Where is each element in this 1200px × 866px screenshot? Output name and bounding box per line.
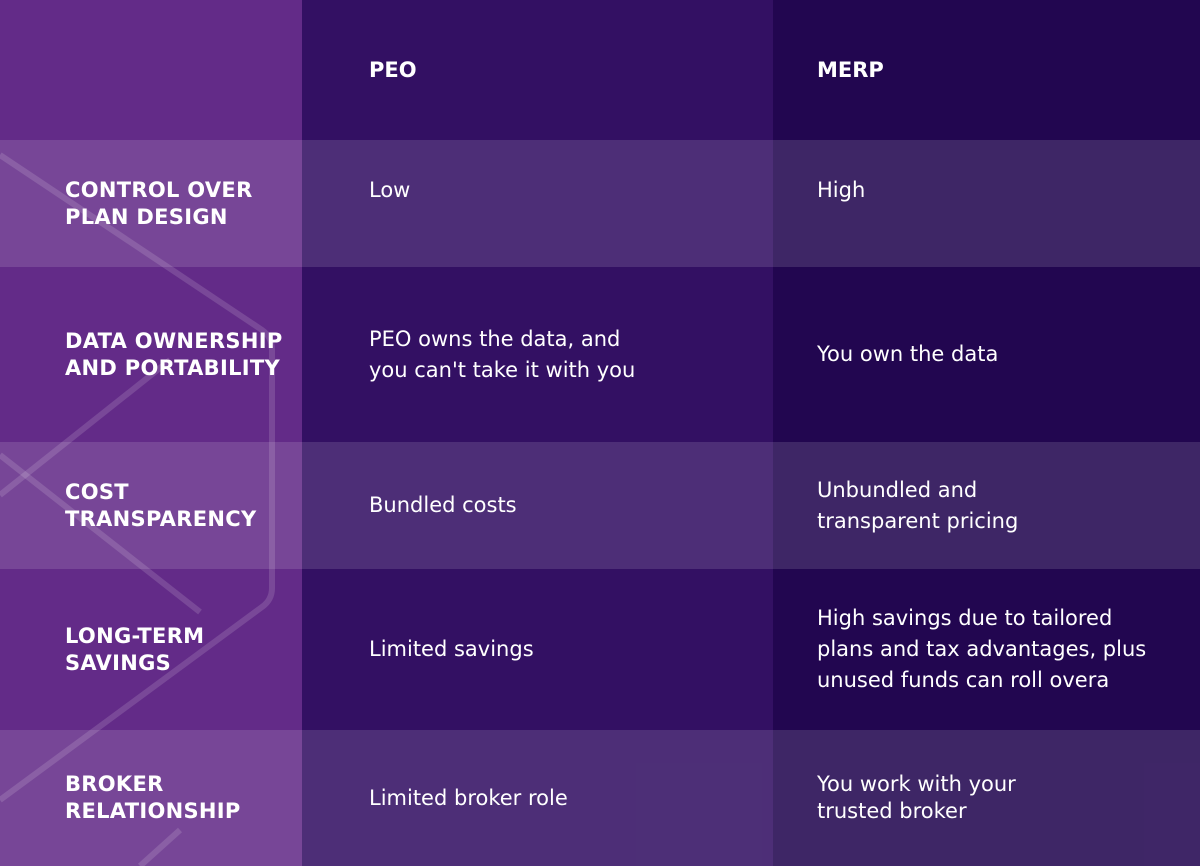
decorative-lines-icon	[0, 152, 275, 866]
table-row: COST TRANSPARENCY Bundled costs Unbundled…	[0, 442, 1200, 569]
merp-value: You work with your trusted broker	[817, 772, 1016, 823]
merp-column-bg	[773, 0, 1200, 866]
row-label: COST TRANSPARENCY	[65, 479, 257, 531]
row-label: BROKER RELATIONSHIP	[65, 772, 241, 823]
header-corner	[0, 0, 302, 140]
merp-value: High savings due to tailored plans and ta…	[817, 606, 1147, 692]
peo-value: Low	[369, 178, 411, 202]
table-row: DATA OWNERSHIP AND PORTABILITY PEO owns t…	[0, 267, 1200, 442]
label-column-bg	[0, 0, 302, 866]
peo-value: PEO owns the data, and you can't take it …	[369, 326, 636, 382]
header-row: PEO MERP	[0, 0, 1200, 140]
table-row: CONTROL OVER PLAN DESIGN Low High	[0, 140, 1200, 267]
peo-value: Limited broker role	[369, 785, 568, 810]
peo-value: Bundled costs	[369, 493, 517, 517]
row-label: DATA OWNERSHIP AND PORTABILITY	[65, 328, 283, 380]
merp-value: You own the data	[817, 342, 999, 366]
row-label: CONTROL OVER PLAN DESIGN	[65, 177, 253, 229]
peo-column-bg	[302, 0, 773, 866]
column-header-peo: PEO	[369, 57, 417, 82]
row-label: LONG-TERM SAVINGS	[65, 623, 205, 675]
peo-value: Limited savings	[369, 637, 534, 661]
table-row: LONG-TERM SAVINGS Limited savings High sa…	[0, 569, 1200, 730]
merp-value: High	[817, 178, 866, 202]
table-row: BROKER RELATIONSHIP Limited broker role Y…	[0, 730, 1200, 866]
merp-value: Unbundled and transparent pricing	[817, 477, 1019, 533]
column-header-merp: MERP	[817, 57, 884, 82]
